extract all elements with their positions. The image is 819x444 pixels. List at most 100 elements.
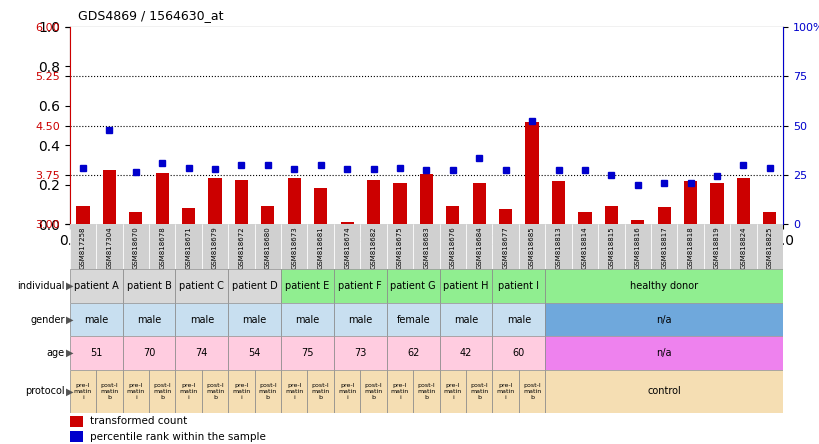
Text: post-I
matin
b: post-I matin b: [259, 383, 277, 400]
Text: post-I
matin
b: post-I matin b: [153, 383, 171, 400]
Bar: [545, 370, 782, 412]
Text: ▶: ▶: [66, 281, 74, 291]
Bar: [551, 182, 564, 224]
Bar: [102, 170, 115, 224]
Bar: [387, 303, 439, 337]
Bar: [393, 183, 406, 224]
Bar: [149, 224, 175, 269]
Bar: [709, 183, 722, 224]
Text: healthy donor: healthy donor: [629, 281, 698, 291]
Text: 62: 62: [406, 348, 419, 358]
Bar: [604, 206, 618, 224]
Bar: [122, 370, 149, 412]
Bar: [492, 337, 545, 370]
Text: GSM818673: GSM818673: [291, 226, 297, 269]
Bar: [492, 303, 545, 337]
Text: post-I
matin
b: post-I matin b: [469, 383, 488, 400]
Bar: [122, 303, 175, 337]
Text: transformed count: transformed count: [89, 416, 187, 426]
Bar: [492, 269, 545, 303]
Bar: [175, 269, 228, 303]
Text: 73: 73: [354, 348, 366, 358]
Bar: [518, 224, 545, 269]
Text: patient E: patient E: [285, 281, 329, 291]
Bar: [261, 206, 274, 224]
Bar: [439, 303, 492, 337]
Bar: [122, 269, 175, 303]
Bar: [762, 212, 776, 224]
Text: pre-I
matin
i: pre-I matin i: [285, 383, 303, 400]
Text: GSM818813: GSM818813: [554, 226, 561, 269]
Text: GSM818815: GSM818815: [608, 226, 613, 269]
Text: post-I
matin
b: post-I matin b: [417, 383, 435, 400]
Bar: [255, 370, 281, 412]
Bar: [208, 178, 221, 224]
Text: 42: 42: [459, 348, 472, 358]
Bar: [676, 224, 703, 269]
Text: GSM818819: GSM818819: [713, 226, 719, 269]
Bar: [525, 122, 538, 224]
Bar: [228, 370, 255, 412]
Text: patient G: patient G: [390, 281, 436, 291]
Bar: [122, 224, 149, 269]
Text: pre-I
matin
i: pre-I matin i: [74, 383, 92, 400]
Text: 51: 51: [90, 348, 102, 358]
Bar: [472, 183, 485, 224]
Bar: [228, 337, 281, 370]
Bar: [307, 224, 333, 269]
Bar: [96, 370, 122, 412]
Bar: [281, 224, 307, 269]
Text: GSM818671: GSM818671: [185, 226, 192, 269]
Bar: [287, 178, 301, 224]
Bar: [70, 370, 96, 412]
Bar: [419, 174, 432, 224]
Bar: [631, 220, 644, 224]
Bar: [439, 370, 465, 412]
Text: individual: individual: [17, 281, 65, 291]
Text: patient I: patient I: [498, 281, 539, 291]
Text: male: male: [84, 314, 108, 325]
Text: male: male: [454, 314, 477, 325]
Bar: [96, 224, 122, 269]
Text: post-I
matin
b: post-I matin b: [311, 383, 329, 400]
Bar: [281, 269, 333, 303]
Text: GSM818674: GSM818674: [344, 226, 350, 269]
Text: pre-I
matin
i: pre-I matin i: [126, 383, 145, 400]
Bar: [122, 337, 175, 370]
Text: GSM818672: GSM818672: [238, 226, 244, 269]
Bar: [545, 303, 782, 337]
Bar: [650, 224, 676, 269]
Bar: [281, 337, 333, 370]
Bar: [413, 224, 439, 269]
Bar: [439, 224, 465, 269]
Bar: [234, 179, 247, 224]
Bar: [360, 370, 387, 412]
Bar: [683, 182, 696, 224]
Bar: [76, 206, 89, 224]
Bar: [156, 173, 169, 224]
Bar: [387, 224, 413, 269]
Text: GSM818678: GSM818678: [159, 226, 165, 269]
Text: pre-I
matin
i: pre-I matin i: [496, 383, 514, 400]
Text: male: male: [295, 314, 319, 325]
Bar: [333, 269, 387, 303]
Bar: [129, 212, 143, 224]
Text: 75: 75: [301, 348, 314, 358]
Text: GSM818814: GSM818814: [581, 226, 587, 269]
Text: female: female: [396, 314, 429, 325]
Bar: [281, 370, 307, 412]
Text: GSM818685: GSM818685: [528, 226, 535, 269]
Text: 60: 60: [512, 348, 524, 358]
Bar: [70, 224, 96, 269]
Bar: [545, 269, 782, 303]
Bar: [228, 224, 255, 269]
Bar: [624, 224, 650, 269]
Bar: [314, 188, 327, 224]
Bar: [446, 206, 459, 224]
Text: patient A: patient A: [74, 281, 119, 291]
Bar: [307, 370, 333, 412]
Text: GSM818681: GSM818681: [317, 226, 324, 269]
Bar: [518, 370, 545, 412]
Text: GSM818816: GSM818816: [634, 226, 640, 269]
Bar: [657, 207, 670, 224]
